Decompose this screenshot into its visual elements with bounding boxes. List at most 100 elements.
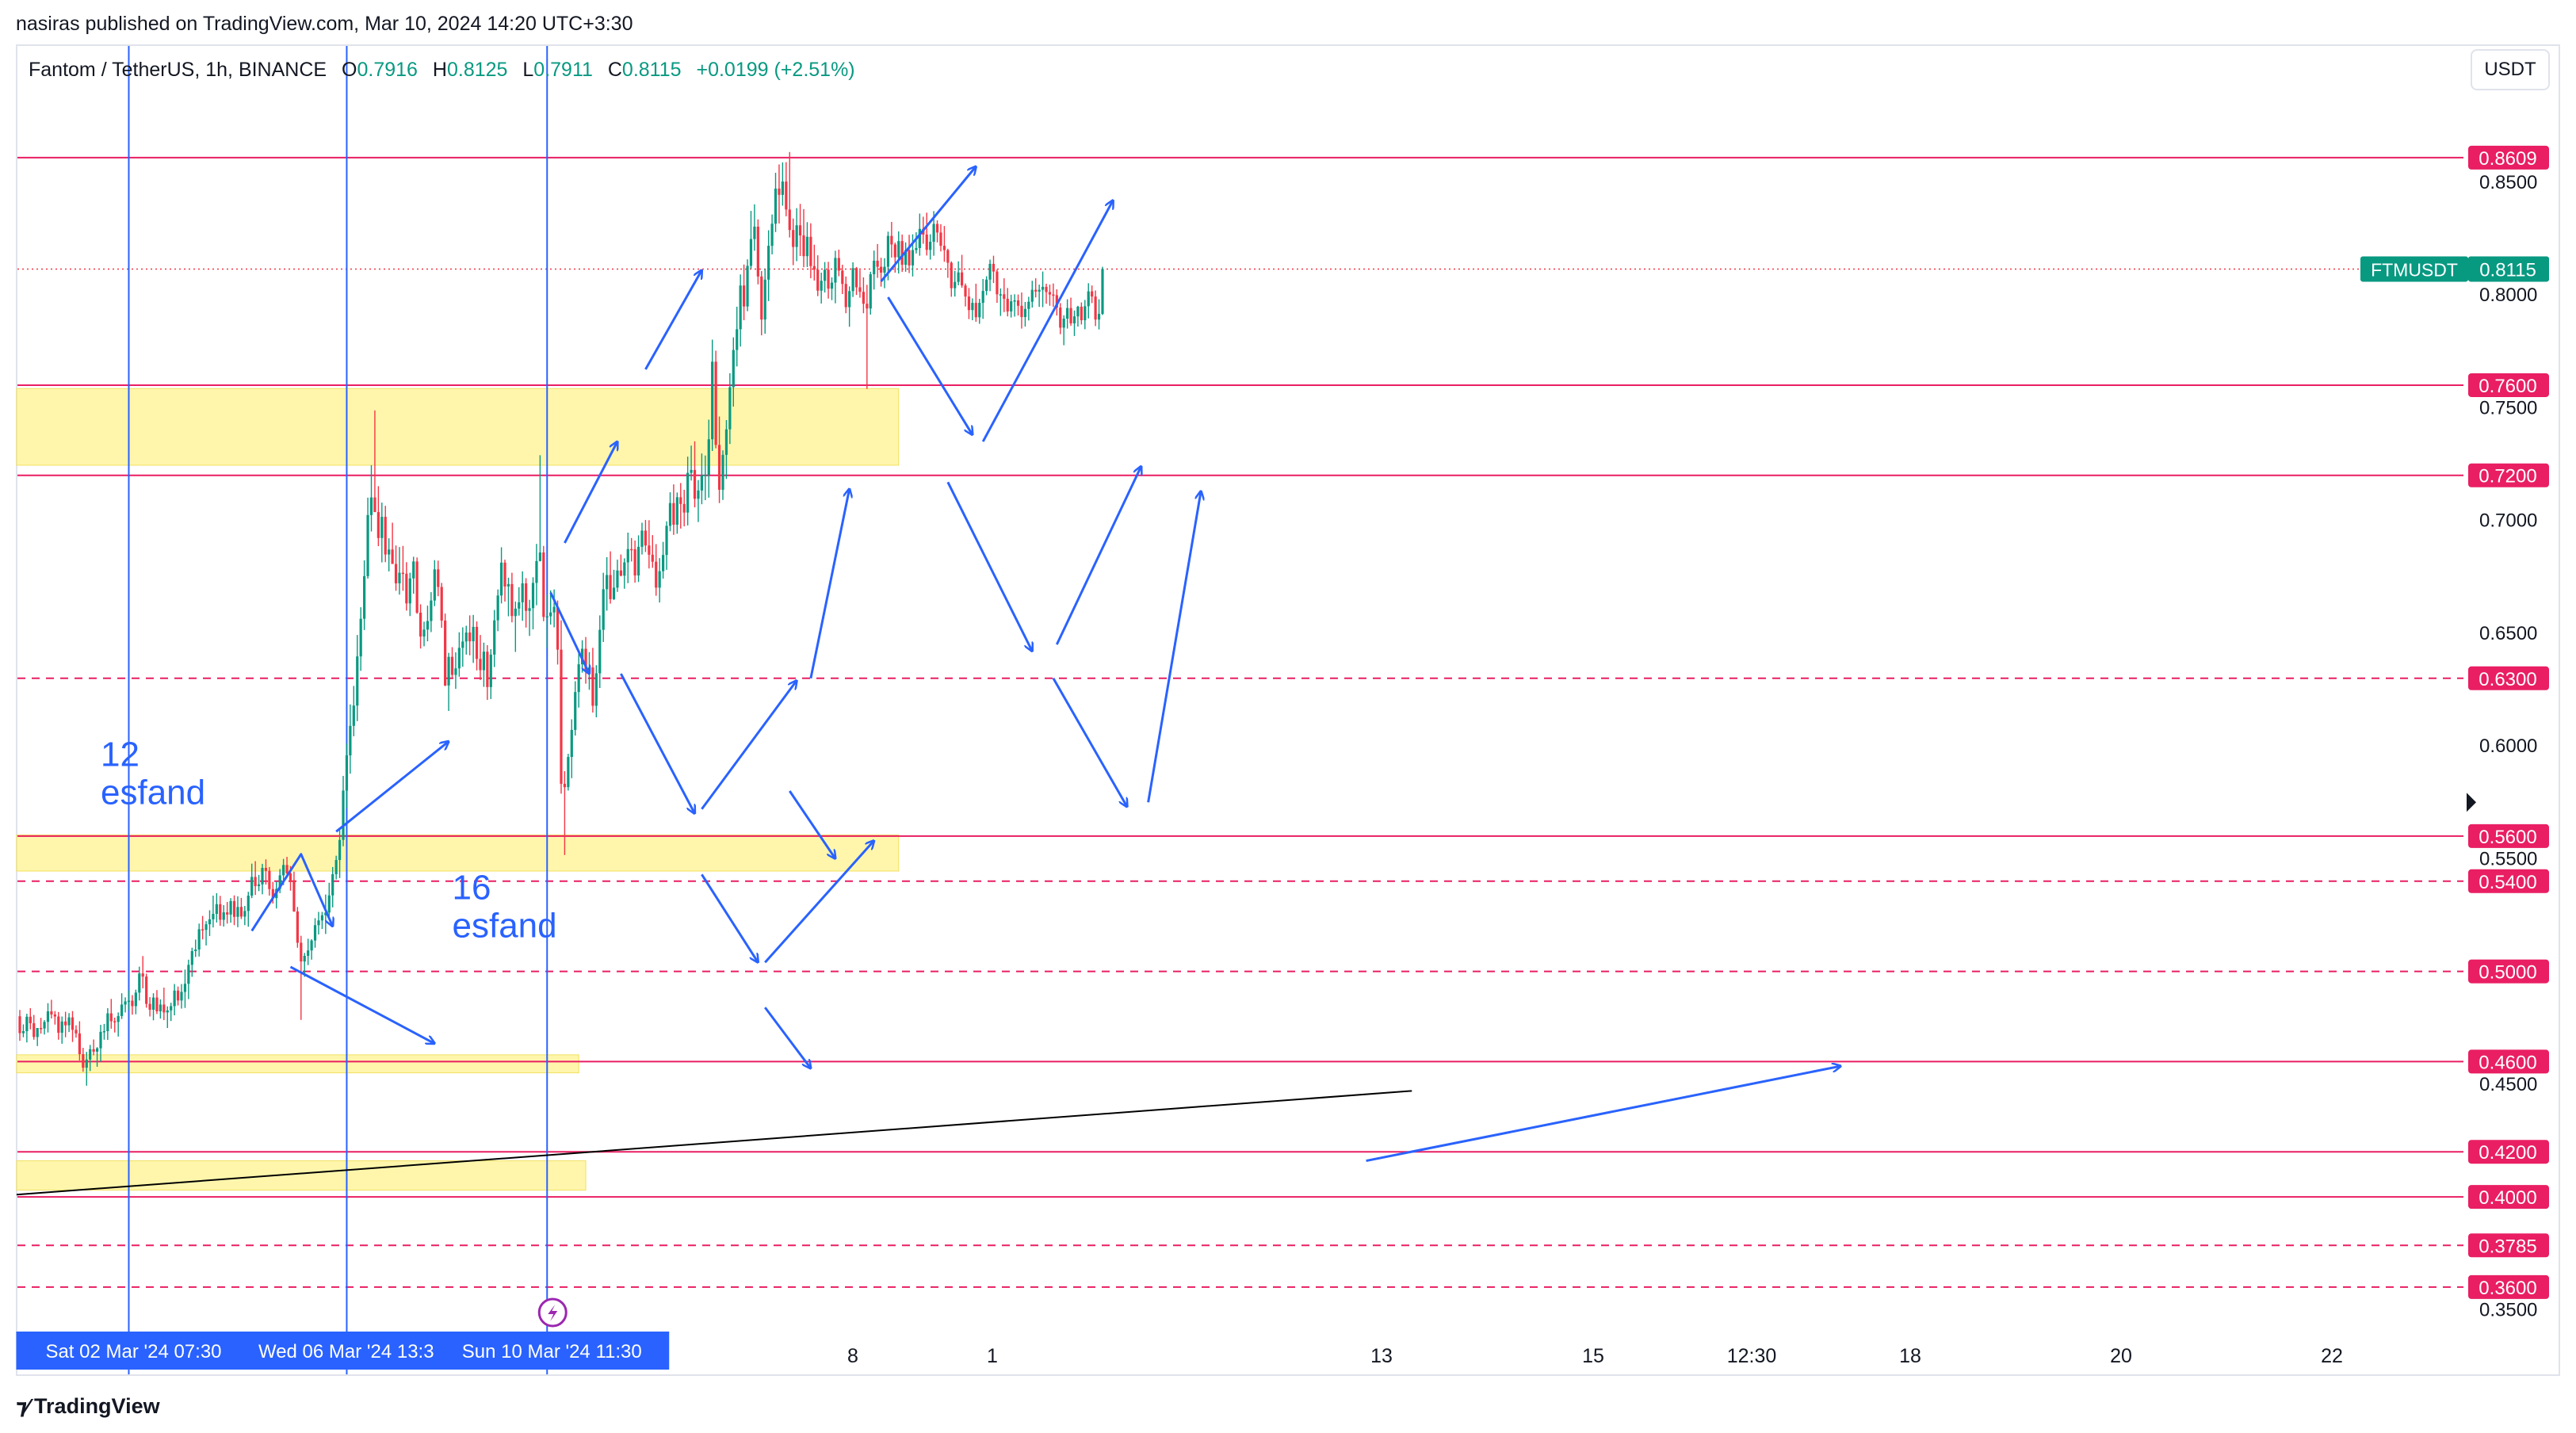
forecast-arrow[interactable]	[764, 841, 873, 964]
candle-body	[219, 904, 222, 920]
tradingview-logo-icon: ⁊⁄	[16, 1394, 29, 1419]
forecast-arrow[interactable]	[764, 1007, 811, 1068]
last-price-badge[interactable]	[2468, 256, 2549, 282]
price-level-badge[interactable]	[2468, 1274, 2549, 1299]
date-marker-badge[interactable]	[234, 1332, 469, 1370]
candle-body	[690, 469, 693, 473]
forecast-arrow[interactable]	[1366, 1066, 1841, 1163]
candle-body	[939, 232, 942, 246]
candle-body	[999, 294, 1002, 296]
trend-line[interactable]	[16, 1090, 1412, 1196]
candle-body	[440, 587, 443, 621]
forecast-arrow[interactable]	[289, 965, 434, 1044]
price-level-badge[interactable]	[2468, 1049, 2549, 1074]
candle-body	[879, 266, 883, 273]
candle-body	[50, 1011, 53, 1015]
price-level-badge[interactable]	[2468, 1233, 2549, 1258]
annotation-text[interactable]: 16	[453, 869, 491, 908]
candle-body	[535, 560, 538, 583]
price-level-badge[interactable]	[2468, 1185, 2549, 1209]
candle-body	[651, 554, 654, 562]
candle-body	[78, 1033, 81, 1055]
forecast-arrow[interactable]	[701, 681, 797, 810]
annotation-text[interactable]: 12	[101, 736, 140, 774]
candle-body	[1027, 301, 1030, 309]
date-marker-badge[interactable]	[16, 1332, 251, 1370]
candle-body	[827, 269, 830, 289]
forecast-arrow[interactable]	[887, 296, 972, 435]
tradingview-brand[interactable]: ⁊⁄ TradingView	[16, 1393, 160, 1420]
candle-body	[40, 1028, 43, 1030]
candle-body	[21, 1030, 25, 1034]
candle-body	[658, 571, 661, 588]
forecast-arrow[interactable]	[946, 481, 1032, 651]
forecast-arrow[interactable]	[620, 673, 694, 813]
candle-body	[1062, 319, 1065, 328]
candle-body	[918, 228, 921, 248]
currency-button[interactable]: USDT	[2471, 49, 2550, 90]
chart-frame[interactable]	[16, 44, 2560, 1376]
candle-body	[609, 575, 612, 599]
candle-body	[380, 517, 384, 538]
support-zone[interactable]	[16, 388, 900, 466]
candle-body	[243, 911, 247, 917]
forecast-arrow[interactable]	[880, 166, 977, 283]
publish-info: nasiras published on TradingView.com, Ma…	[16, 13, 633, 35]
symbol-badge[interactable]	[2360, 256, 2468, 282]
annotation-text[interactable]: esfand	[101, 774, 205, 812]
candle-body	[756, 226, 759, 277]
price-level-badge[interactable]	[2468, 823, 2549, 848]
price-level-badge[interactable]	[2468, 1140, 2549, 1164]
candle-body	[317, 920, 320, 926]
y-axis-tick-label: 0.8000	[2479, 285, 2537, 306]
forecast-arrow[interactable]	[564, 441, 617, 544]
candle-body	[1069, 308, 1072, 323]
price-level-badge[interactable]	[2468, 145, 2549, 170]
candle-body	[412, 561, 415, 579]
candle-body	[369, 497, 373, 515]
price-level-badge[interactable]	[2468, 869, 2549, 893]
y-axis-tick-label: 0.3500	[2479, 1299, 2537, 1320]
x-axis-tick-label: 18	[1899, 1345, 1921, 1367]
support-zone[interactable]	[16, 834, 900, 872]
candle-body	[900, 241, 904, 266]
price-level-badge[interactable]	[2468, 666, 2549, 690]
candle-body	[320, 915, 324, 921]
price-level-badge[interactable]	[2468, 463, 2549, 487]
candle-body	[824, 269, 827, 281]
candle-body	[499, 562, 503, 596]
forecast-arrow[interactable]	[335, 741, 449, 833]
support-zone[interactable]	[16, 1160, 587, 1191]
y-axis-tick-label: 0.5500	[2479, 848, 2537, 869]
candle-body	[447, 656, 450, 686]
candle-body	[236, 907, 239, 917]
forecast-arrow[interactable]	[1055, 466, 1141, 645]
date-marker-badge[interactable]	[434, 1332, 670, 1370]
forecast-arrow[interactable]	[549, 592, 590, 674]
candle-body	[1010, 301, 1013, 311]
candle-body	[736, 329, 739, 350]
forecast-arrow[interactable]	[250, 853, 333, 932]
candle-body	[778, 188, 781, 195]
forecast-arrow[interactable]	[644, 270, 701, 370]
candle-body	[763, 279, 766, 320]
forecast-arrow[interactable]	[1052, 678, 1127, 807]
date-marker-label: Sat 02 Mar '24 07:30	[45, 1341, 221, 1362]
annotation-text[interactable]: esfand	[453, 907, 557, 946]
symbol-title[interactable]: Fantom / TetherUS, 1h, BINANCE	[29, 59, 327, 81]
support-zone[interactable]	[16, 1054, 579, 1074]
forecast-arrow[interactable]	[789, 790, 835, 858]
forecast-arrow[interactable]	[1147, 491, 1202, 803]
forecast-arrow[interactable]	[701, 873, 758, 962]
price-level-badge[interactable]	[2468, 959, 2549, 984]
candle-body	[173, 990, 176, 1007]
candle-body	[310, 940, 313, 951]
price-level-badge[interactable]	[2468, 373, 2549, 397]
candle-body	[201, 929, 204, 930]
candle-body	[444, 620, 447, 686]
forecast-arrow[interactable]	[981, 201, 1113, 442]
forecast-arrow[interactable]	[809, 489, 850, 679]
price-level-label: 0.8609	[2479, 148, 2536, 170]
candle-body	[151, 997, 155, 1010]
